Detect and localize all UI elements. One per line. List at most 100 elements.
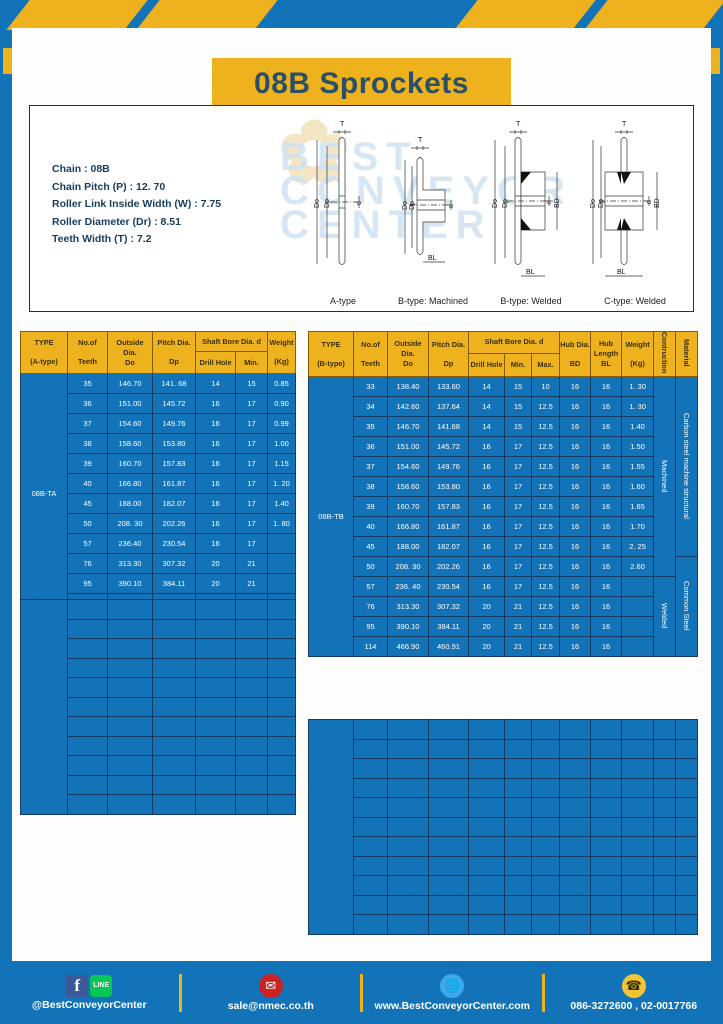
cell-empty bbox=[353, 758, 388, 779]
cell-outside-dia: 466.90 bbox=[387, 636, 429, 658]
svg-text:Do: Do bbox=[314, 199, 321, 208]
cell-weight: 1.00 bbox=[267, 433, 297, 454]
empty-row bbox=[309, 836, 698, 857]
table-row: 76 313.30 307.32 20 21 12.5 16 16 bbox=[309, 596, 698, 618]
facebook-icon[interactable]: f bbox=[66, 974, 89, 997]
cell-empty bbox=[653, 894, 676, 915]
cell-empty-type bbox=[308, 719, 354, 935]
th-outside-dia: Outside Dia. Do bbox=[107, 331, 153, 374]
cell-bore-min: 17 bbox=[504, 536, 532, 558]
cell-bore-max: 12.5 bbox=[530, 596, 561, 618]
th-hub-length: Hub Length BL bbox=[590, 330, 623, 378]
cell-empty bbox=[559, 894, 591, 915]
cell-empty bbox=[67, 716, 108, 737]
footer-item-website[interactable]: 🌐 www.BestConveyorCenter.com bbox=[363, 973, 542, 1012]
cell-teeth: 37 bbox=[353, 456, 388, 478]
cell-empty bbox=[107, 599, 153, 620]
th-bore-group: Shaft Bore Dia. d bbox=[467, 331, 561, 354]
cell-pitch-dia: 157.83 bbox=[428, 496, 469, 518]
th-hub-dia: Hub Dia. BD bbox=[559, 330, 592, 378]
cell-bore-min: 17 bbox=[504, 516, 532, 538]
cell-empty bbox=[621, 855, 654, 876]
cell-empty bbox=[675, 836, 698, 857]
cell-teeth: 39 bbox=[353, 496, 388, 518]
cell-hub-length: 16 bbox=[590, 416, 623, 438]
cell-empty bbox=[353, 777, 388, 798]
cell-teeth: 34 bbox=[353, 396, 388, 418]
th-teeth: No.of Teeth bbox=[353, 330, 388, 378]
cell-bore-max: 12.5 bbox=[530, 436, 561, 458]
cell-weight: 0.90 bbox=[267, 393, 297, 414]
footer-item-phone[interactable]: ☎ 086-3272600 , 02-0017766 bbox=[545, 973, 723, 1012]
cell-empty bbox=[559, 914, 591, 935]
cell-empty bbox=[67, 774, 108, 795]
empty-row bbox=[21, 774, 296, 795]
chevron-decor bbox=[134, 0, 280, 30]
cell-drill-hole: 16 bbox=[195, 453, 236, 474]
cell-outside-dia: 154.60 bbox=[107, 413, 153, 434]
cell-outside-dia: 154.60 bbox=[387, 456, 429, 478]
cell-hub-length: 16 bbox=[590, 476, 623, 498]
cell-bore-max: 12.5 bbox=[530, 416, 561, 438]
cell-empty bbox=[590, 719, 622, 740]
svg-text:d: d bbox=[356, 201, 363, 205]
cell-empty bbox=[152, 774, 196, 795]
cell-empty bbox=[152, 696, 196, 717]
table-a-type: TYPE (A-type) No.of Teeth Outside Dia. D… bbox=[20, 331, 297, 614]
spec-line: Chain Pitch (P) : 12. 70 bbox=[52, 180, 166, 193]
footer-item-facebook[interactable]: f LINE @BestConveyorCenter bbox=[0, 974, 179, 1011]
cell-empty bbox=[559, 855, 591, 876]
cell-empty bbox=[67, 696, 108, 717]
cell-empty bbox=[152, 657, 196, 678]
phone-icon[interactable]: ☎ bbox=[621, 973, 646, 998]
mail-icon[interactable]: ✉ bbox=[258, 973, 283, 998]
cell-outside-dia: 208. 30 bbox=[387, 556, 429, 578]
table-row: 37 154.60 149.76 16 17 0.99 bbox=[21, 413, 297, 434]
table-row: 57 236.40 230.54 16 17 bbox=[21, 533, 297, 554]
cell-empty bbox=[387, 719, 429, 740]
cell-bore-min: 15 bbox=[504, 396, 532, 418]
cell-pitch-dia: 141.68 bbox=[428, 416, 469, 438]
th-weight: Weight (Kg) bbox=[267, 331, 297, 374]
cell-weight bbox=[621, 636, 655, 658]
cell-empty bbox=[353, 719, 388, 740]
cell-empty bbox=[67, 794, 108, 815]
cell-pitch-dia: 149.76 bbox=[428, 456, 469, 478]
cell-type-label: 08B-TB bbox=[308, 376, 354, 658]
cell-weight: 1.50 bbox=[621, 436, 655, 458]
globe-icon[interactable]: 🌐 bbox=[440, 973, 465, 998]
cell-empty bbox=[504, 797, 532, 818]
table-row: 08B-TB 33 138.40 133.60 14 15 10 16 16 1. 30 Machi… bbox=[308, 376, 699, 658]
cell-teeth: 95 bbox=[67, 573, 108, 594]
cell-empty-type bbox=[20, 599, 68, 815]
cell-empty bbox=[267, 657, 296, 678]
svg-text:Dp: Dp bbox=[598, 199, 605, 208]
cell-empty bbox=[590, 875, 622, 896]
cell-outside-dia: 208. 30 bbox=[107, 513, 153, 534]
cell-hub-length: 16 bbox=[590, 556, 623, 578]
empty-row bbox=[309, 738, 698, 759]
cell-empty bbox=[195, 716, 236, 737]
cell-outside-dia: 313.30 bbox=[107, 553, 153, 574]
cell-empty bbox=[531, 797, 560, 818]
cell-empty bbox=[267, 774, 296, 795]
cell-teeth: 36 bbox=[67, 393, 108, 414]
cell-pitch-dia: 460.91 bbox=[428, 636, 469, 658]
cell-empty bbox=[152, 618, 196, 639]
cell-empty bbox=[590, 738, 622, 759]
footer-facebook-text: @BestConveyorCenter bbox=[31, 998, 147, 1011]
empty-row bbox=[309, 816, 698, 837]
cell-empty bbox=[504, 777, 532, 798]
cell-empty bbox=[621, 738, 654, 759]
cell-empty bbox=[107, 618, 153, 639]
cell-weight: 2.60 bbox=[621, 556, 655, 578]
spec-line: Chain : 08B bbox=[52, 163, 110, 175]
cell-empty bbox=[559, 758, 591, 779]
footer-email-text: sale@nmec.co.th bbox=[227, 999, 314, 1012]
footer-item-email[interactable]: ✉ sale@nmec.co.th bbox=[182, 973, 361, 1012]
line-icon[interactable]: LINE bbox=[90, 974, 113, 997]
cell-empty bbox=[152, 755, 196, 776]
cell-empty bbox=[195, 755, 236, 776]
cell-empty bbox=[675, 758, 698, 779]
cell-empty bbox=[468, 719, 505, 740]
